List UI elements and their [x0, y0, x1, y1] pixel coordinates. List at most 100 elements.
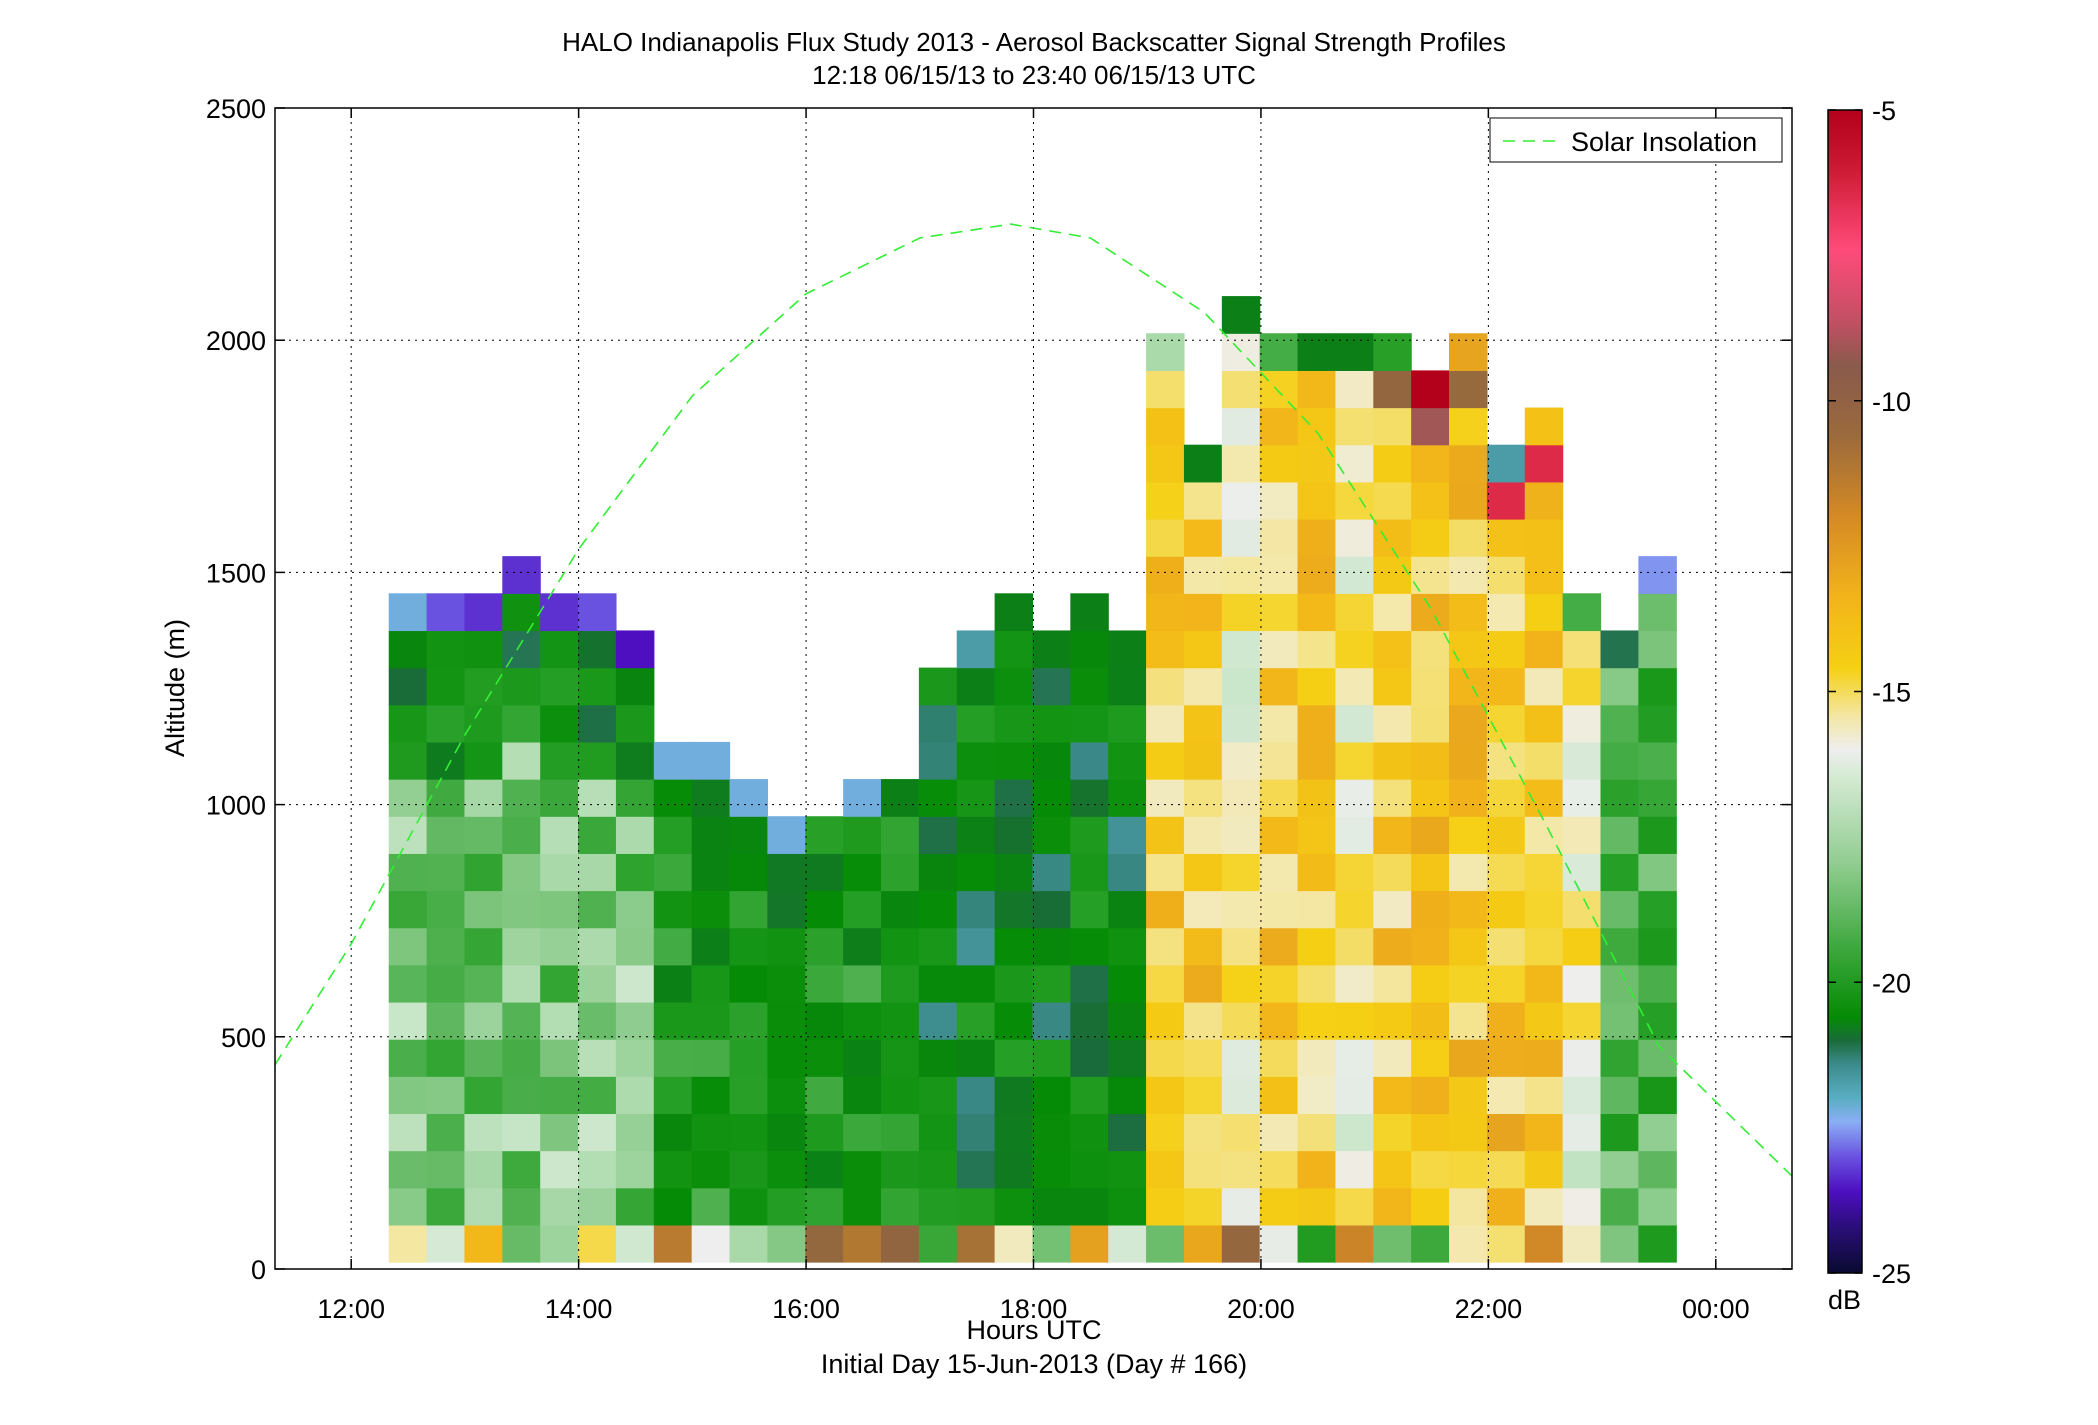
heatmap-cell: [691, 964, 731, 1003]
heatmap-cell: [653, 1039, 693, 1077]
heatmap-cell: [918, 741, 958, 780]
colorbar-tick-label: -10: [1872, 387, 1911, 417]
heatmap-cell: [653, 964, 693, 1003]
heatmap-cell: [1221, 779, 1261, 817]
heatmap-cell: [1562, 630, 1602, 669]
legend-box: [1489, 117, 1783, 163]
heatmap-cell: [1070, 1001, 1109, 1040]
heatmap-cell: [1335, 407, 1374, 446]
heatmap-cell: [578, 890, 617, 929]
heatmap-cell: [956, 1224, 996, 1263]
heatmap-cell: [881, 1113, 920, 1152]
heatmap-cell: [805, 853, 844, 892]
y-axis: 0 500 1000 1500 2000 2500: [206, 94, 1792, 1285]
heatmap-cell: [540, 741, 579, 780]
heatmap-cell: [502, 741, 541, 780]
heatmap-cell: [1032, 1039, 1071, 1077]
heatmap-cell: [1449, 370, 1488, 409]
heatmap-cell: [843, 1001, 882, 1040]
heatmap-cell: [691, 1039, 731, 1077]
heatmap-cell: [578, 1001, 617, 1040]
heatmap-cell: [1297, 593, 1337, 632]
heatmap-cell: [1070, 593, 1109, 632]
heatmap-cell: [1259, 779, 1299, 817]
heatmap-cell: [1221, 1113, 1261, 1152]
heatmap-cell: [767, 1224, 806, 1263]
heatmap-cell: [1183, 816, 1223, 854]
heatmap-cell: [653, 816, 693, 854]
heatmap-cell: [615, 1039, 655, 1077]
heatmap-cell: [994, 741, 1034, 780]
heatmap-cells: [388, 296, 1677, 1263]
heatmap-cell: [1638, 927, 1677, 966]
heatmap-cell: [1183, 1187, 1223, 1226]
heatmap-cell: [1524, 890, 1564, 929]
heatmap-cell: [881, 853, 920, 892]
heatmap-cell: [1524, 518, 1564, 557]
heatmap-cell: [956, 667, 996, 706]
heatmap-cell: [1070, 741, 1109, 780]
heatmap-cell: [1600, 927, 1639, 966]
heatmap-cell: [1638, 1076, 1677, 1115]
heatmap-cell: [1449, 1224, 1488, 1263]
heatmap-cell: [502, 630, 541, 669]
heatmap-cell: [1221, 890, 1261, 929]
heatmap-cell: [388, 853, 428, 892]
heatmap-cell: [540, 964, 579, 1003]
heatmap-cell: [1373, 518, 1412, 557]
heatmap-cell: [1183, 1001, 1223, 1040]
heatmap-cell: [1070, 1039, 1109, 1077]
heatmap-cell: [1600, 890, 1639, 929]
heatmap-cell: [1221, 704, 1261, 743]
x-tick-label: 22:00: [1455, 1294, 1523, 1324]
heatmap-cell: [1108, 853, 1147, 892]
heatmap-cell: [1146, 407, 1185, 446]
heatmap-cell: [994, 1150, 1034, 1189]
heatmap-cell: [994, 1113, 1034, 1152]
heatmap-cell: [994, 853, 1034, 892]
heatmap-cell: [691, 779, 731, 817]
heatmap-cell: [1638, 1001, 1677, 1040]
heatmap-cell: [578, 853, 617, 892]
x-tick-label: 16:00: [772, 1294, 840, 1324]
heatmap-cell: [1449, 779, 1488, 817]
heatmap-cell: [1259, 1001, 1299, 1040]
colorbar-tick-label: -20: [1872, 968, 1911, 998]
heatmap-cell: [918, 816, 958, 854]
heatmap-cell: [1449, 704, 1488, 743]
heatmap-cell: [653, 741, 693, 780]
heatmap-cell: [388, 927, 428, 966]
y-tick-label: 2000: [206, 326, 266, 356]
heatmap-cell: [615, 779, 655, 817]
heatmap-cell: [615, 1113, 655, 1152]
heatmap-cell: [1335, 556, 1374, 594]
heatmap-cell: [1108, 1187, 1147, 1226]
heatmap-cell: [1373, 1113, 1412, 1152]
heatmap-cell: [1373, 890, 1412, 929]
heatmap-cell: [615, 630, 655, 669]
heatmap-cell: [388, 1150, 428, 1189]
heatmap-cell: [426, 1187, 466, 1226]
heatmap-cell: [388, 816, 428, 854]
heatmap-cell: [1486, 1113, 1526, 1152]
heatmap-cell: [1411, 890, 1450, 929]
heatmap-cell: [1373, 816, 1412, 854]
heatmap-cell: [1146, 1113, 1185, 1152]
heatmap-cell: [1070, 1076, 1109, 1115]
heatmap-cell: [918, 1150, 958, 1189]
heatmap-cell: [881, 1187, 920, 1226]
heatmap-cell: [767, 853, 806, 892]
heatmap-cell: [1600, 741, 1639, 780]
heatmap-cell: [1638, 1150, 1677, 1189]
heatmap-cell: [994, 593, 1034, 632]
heatmap-cell: [1486, 444, 1526, 483]
heatmap-cell: [426, 1001, 466, 1040]
heatmap-cell: [1562, 964, 1602, 1003]
heatmap-cell: [388, 741, 428, 780]
heatmap-cell: [881, 1150, 920, 1189]
y-tick-label: 1000: [206, 791, 266, 821]
heatmap-cell: [1146, 370, 1185, 409]
heatmap-cell: [918, 704, 958, 743]
heatmap-cell: [956, 630, 996, 669]
heatmap-cell: [691, 1113, 731, 1152]
